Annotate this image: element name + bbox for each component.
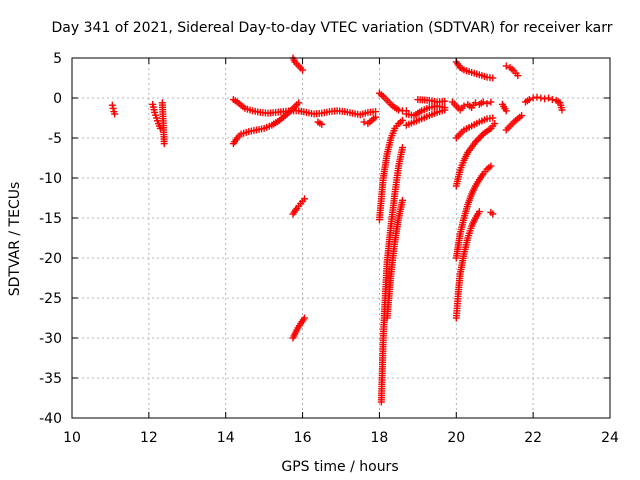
data-point bbox=[548, 96, 556, 104]
data-point bbox=[395, 106, 403, 114]
x-tick-label: 22 bbox=[524, 430, 542, 446]
data-point bbox=[318, 120, 326, 128]
data-point bbox=[558, 106, 566, 114]
data-point bbox=[529, 94, 537, 102]
data-point bbox=[111, 110, 119, 118]
y-tick-label: -10 bbox=[39, 171, 62, 187]
data-point bbox=[502, 62, 510, 70]
plot-frame bbox=[71, 57, 611, 419]
data-point bbox=[300, 195, 308, 203]
data-point bbox=[109, 104, 117, 112]
x-tick-label: 20 bbox=[447, 430, 465, 446]
data-point bbox=[489, 74, 497, 82]
data-point bbox=[525, 96, 533, 104]
data-points bbox=[108, 54, 566, 406]
data-point bbox=[518, 112, 526, 120]
data-point bbox=[108, 101, 116, 109]
data-point bbox=[299, 66, 307, 74]
data-point bbox=[541, 95, 549, 103]
data-point bbox=[472, 138, 479, 146]
data-point bbox=[479, 98, 487, 106]
x-tick-label: 18 bbox=[371, 430, 389, 446]
x-tick-label: 14 bbox=[217, 430, 235, 446]
data-point bbox=[537, 94, 545, 102]
data-point bbox=[483, 100, 491, 108]
data-point bbox=[398, 144, 406, 152]
y-tick-label: -35 bbox=[39, 371, 62, 387]
x-tick-label: 10 bbox=[63, 430, 81, 446]
data-point-interp bbox=[475, 135, 483, 143]
data-point bbox=[398, 196, 406, 204]
y-tick-label: -25 bbox=[39, 291, 62, 307]
data-point bbox=[489, 114, 497, 122]
data-point bbox=[491, 120, 499, 128]
data-point bbox=[372, 113, 380, 121]
y-tick-label: -15 bbox=[39, 211, 62, 227]
data-point bbox=[398, 116, 406, 124]
y-axis-ticks: 5 0 -5 -10 -15 -20 -25 -30 -35 -40 bbox=[39, 51, 610, 427]
y-tick-label: -5 bbox=[48, 131, 62, 147]
data-point bbox=[441, 106, 449, 114]
x-tick-label: 24 bbox=[601, 430, 619, 446]
x-tick-label: 12 bbox=[140, 430, 158, 446]
data-point bbox=[487, 162, 495, 170]
data-point bbox=[487, 98, 495, 106]
data-point bbox=[160, 140, 168, 148]
y-axis-label: SDTVAR / TECUs bbox=[7, 182, 23, 297]
y-tick-label: -20 bbox=[39, 251, 62, 267]
y-tick-label: -40 bbox=[39, 411, 62, 427]
data-point bbox=[489, 210, 497, 218]
data-point bbox=[475, 208, 483, 216]
x-axis-label: GPS time / hours bbox=[281, 459, 398, 475]
data-point-interp bbox=[476, 133, 484, 141]
y-tick-label: 0 bbox=[53, 91, 62, 107]
data-point bbox=[441, 97, 449, 105]
data-point bbox=[295, 99, 303, 107]
y-tick-label: 5 bbox=[53, 51, 62, 67]
data-point bbox=[300, 314, 308, 322]
x-axis-ticks: 10 12 14 16 18 20 22 24 bbox=[63, 58, 619, 446]
data-point-interp bbox=[473, 136, 481, 144]
data-point bbox=[514, 72, 522, 80]
chart-title: Day 341 of 2021, Sidereal Day-to-day VTE… bbox=[52, 20, 613, 36]
x-tick-label: 16 bbox=[294, 430, 312, 446]
data-point bbox=[545, 94, 553, 102]
data-point bbox=[533, 93, 541, 101]
y-tick-label: -30 bbox=[39, 331, 62, 347]
data-point bbox=[502, 107, 510, 115]
